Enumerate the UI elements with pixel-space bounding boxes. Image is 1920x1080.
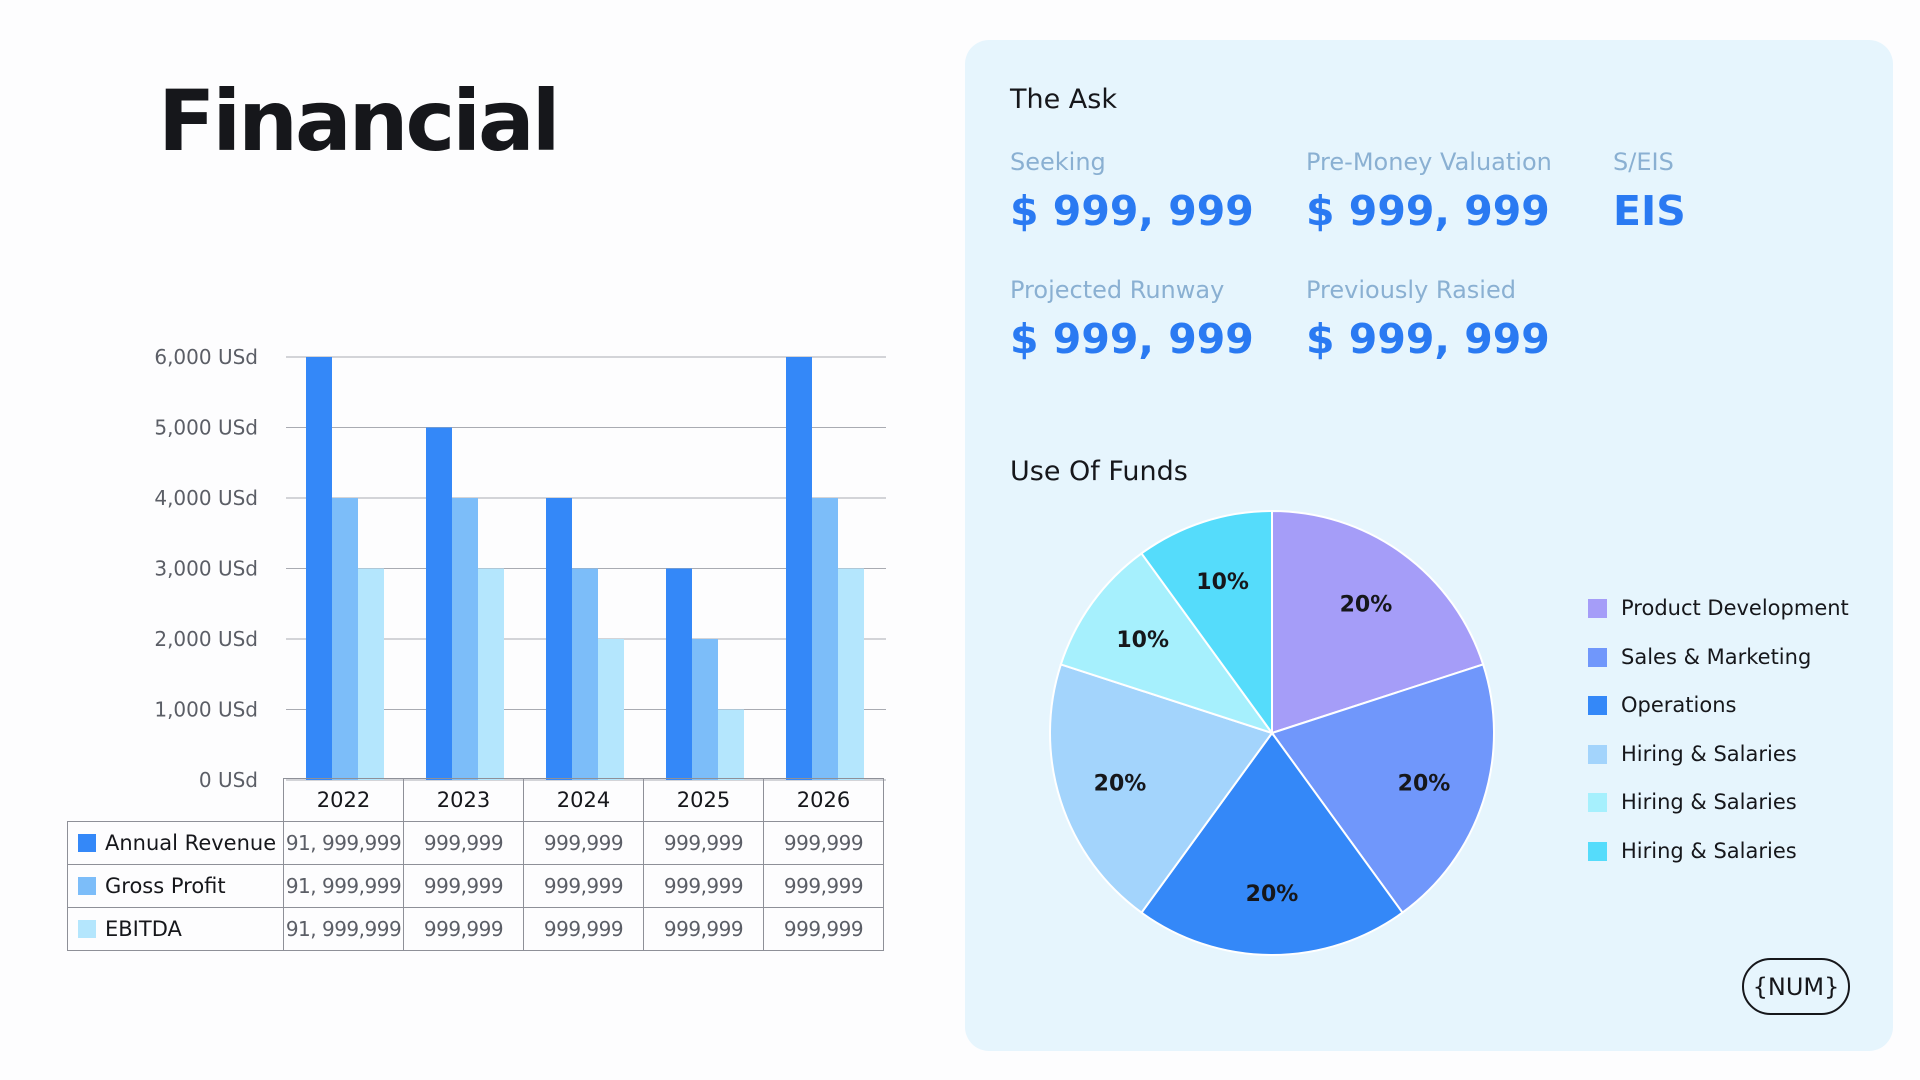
legend-swatch (1588, 744, 1607, 764)
bar-2023-ebitda (478, 568, 504, 780)
bar-2026-ebitda (838, 568, 864, 780)
series-label: EBITDA (105, 917, 182, 941)
page-title: Financial (158, 72, 561, 170)
bar-2025-ebitda (718, 709, 744, 780)
legend-item: Product Development (1588, 596, 1849, 645)
legend-item: Hiring & Salaries (1588, 790, 1849, 839)
bar-2024-gross-profit (572, 568, 598, 780)
series-name-cell: Gross Profit (67, 864, 284, 908)
table-cell: 999,999 (763, 907, 884, 951)
bar-2022-ebitda (358, 568, 384, 780)
legend-item: Operations (1588, 693, 1849, 742)
raised-value: $ 999, 999 (1306, 315, 1550, 363)
table-year-2024: 2024 (523, 778, 644, 822)
series-label: Annual Revenue (105, 831, 277, 855)
table-cell: 91, 999,999 (283, 821, 404, 865)
table-cell: 91, 999,999 (283, 907, 404, 951)
chart-data-table: 2022 2023 2024 2025 2026 Annual Revenue … (67, 778, 884, 951)
legend-label: Product Development (1621, 596, 1849, 620)
table-cell: 91, 999,999 (283, 864, 404, 908)
bar-2023-annual-revenue (426, 427, 452, 780)
bar-2026-gross-profit (812, 498, 838, 780)
legend-swatch (1588, 793, 1607, 812)
legend-item: Sales & Marketing (1588, 645, 1849, 694)
series-name-cell: Annual Revenue (67, 821, 284, 865)
bar-2026-annual-revenue (786, 357, 812, 780)
legend-label: Hiring & Salaries (1621, 838, 1797, 863)
legend-label: Hiring & Salaries (1621, 741, 1797, 766)
legend-swatch (1588, 696, 1607, 715)
legend-swatch (1588, 599, 1607, 618)
table-cell: 999,999 (403, 864, 524, 908)
legend-item: Hiring & Salaries (1588, 839, 1849, 888)
table-cell: 999,999 (643, 907, 764, 951)
table-row-ebitda: EBITDA 91, 999,999 999,999 999,999 999,9… (67, 907, 884, 951)
y-tick-label: 1,000 USd (154, 698, 258, 722)
table-cell: 999,999 (403, 821, 524, 865)
table-year-2023: 2023 (403, 778, 524, 822)
legend-item: Hiring & Salaries (1588, 742, 1849, 791)
num-badge: {NUM} (1742, 958, 1850, 1015)
bar-2022-annual-revenue (306, 357, 332, 780)
valuation-value: $ 999, 999 (1306, 187, 1550, 235)
ask-title: The Ask (1010, 84, 1117, 115)
seis-label: S/EIS (1613, 148, 1674, 176)
raised-label: Previously Rasied (1306, 276, 1516, 304)
bar-2023-gross-profit (452, 498, 478, 780)
seeking-value: $ 999, 999 (1010, 187, 1254, 235)
bar-chart: 0 USd 1,000 USd 2,000 USd 3,000 USd 4,000 US… (154, 345, 886, 792)
table-cell: 999,999 (523, 864, 644, 908)
y-tick-label: 4,000 USd (154, 486, 258, 510)
table-cell: 999,999 (763, 821, 884, 865)
legend-label: Hiring & Salaries (1621, 790, 1797, 814)
series-name-cell: EBITDA (67, 907, 284, 951)
legend-swatch (1588, 841, 1607, 861)
y-tick-label: 2,000 USd (154, 627, 258, 651)
table-row-gross-profit: Gross Profit 91, 999,999 999,999 999,999… (67, 864, 884, 908)
table-year-2022: 2022 (283, 778, 404, 822)
legend-swatch (78, 920, 96, 938)
legend-label: Operations (1621, 693, 1737, 717)
bar-2024-annual-revenue (546, 498, 572, 780)
bar-2025-annual-revenue (666, 568, 692, 780)
table-year-2025: 2025 (643, 778, 764, 822)
legend-swatch (78, 834, 96, 852)
seis-value: EIS (1613, 187, 1686, 235)
seeking-label: Seeking (1010, 148, 1106, 176)
legend-swatch (78, 877, 96, 895)
table-cell: 999,999 (643, 864, 764, 908)
runway-value: $ 999, 999 (1010, 315, 1254, 363)
bar-2022-gross-profit (332, 498, 358, 780)
table-corner (68, 779, 284, 822)
table-header-row: 2022 2023 2024 2025 2026 (68, 778, 884, 822)
use-of-funds-title: Use Of Funds (1010, 456, 1188, 487)
bar-2024-ebitda (598, 639, 624, 780)
series-label: Gross Profit (105, 874, 226, 898)
valuation-label: Pre-Money Valuation (1306, 148, 1552, 176)
y-tick-label: 3,000 USd (154, 557, 258, 581)
y-tick-label: 0 USd (199, 768, 258, 792)
table-cell: 999,999 (523, 907, 644, 951)
runway-label: Projected Runway (1010, 276, 1225, 304)
table-cell: 999,999 (523, 821, 644, 865)
table-cell: 999,999 (643, 821, 764, 865)
table-year-2026: 2026 (763, 778, 884, 822)
legend-swatch (1588, 647, 1607, 667)
pie-legend: Product Development Sales & Marketing Op… (1588, 596, 1849, 887)
y-tick-label: 6,000 USd (154, 345, 258, 369)
table-cell: 999,999 (403, 907, 524, 951)
y-tick-label: 5,000 USd (154, 416, 258, 440)
table-row-annual-revenue: Annual Revenue 91, 999,999 999,999 999,9… (67, 821, 884, 865)
table-cell: 999,999 (763, 864, 884, 908)
legend-label: Sales & Marketing (1621, 644, 1812, 669)
bar-2025-gross-profit (692, 639, 718, 780)
